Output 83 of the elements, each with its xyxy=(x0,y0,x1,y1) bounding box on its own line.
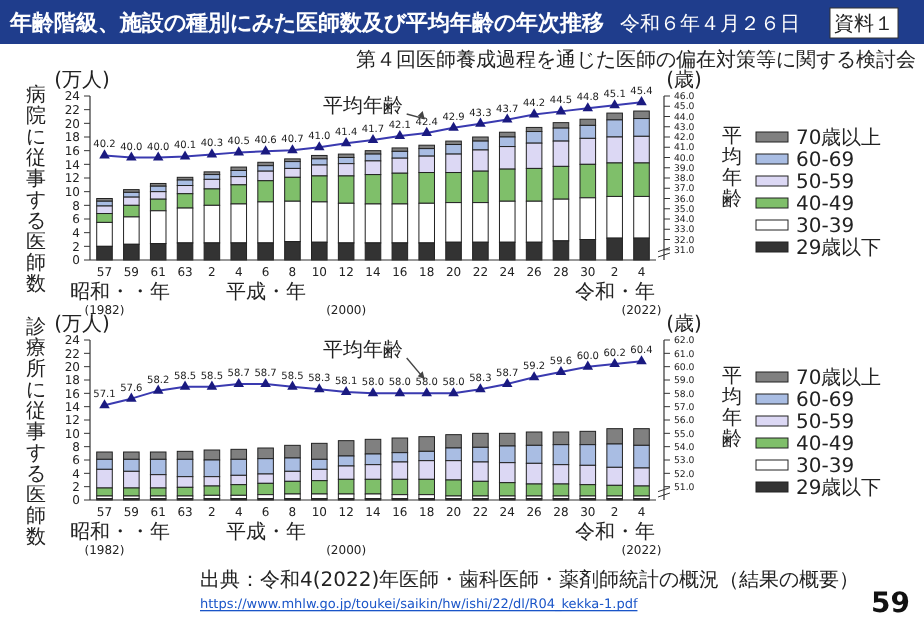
point xyxy=(152,384,164,394)
point xyxy=(314,141,325,151)
point xyxy=(206,380,218,390)
point xyxy=(179,380,191,390)
point xyxy=(636,355,647,365)
point xyxy=(206,148,218,158)
series-label: 平均年齢 xyxy=(322,338,403,362)
point xyxy=(555,365,567,376)
bar xyxy=(257,165,274,172)
point xyxy=(233,146,245,156)
point xyxy=(394,387,406,397)
text: (万人) xyxy=(54,70,110,92)
point xyxy=(448,121,459,131)
text: 令和・年 xyxy=(574,520,655,544)
legend-label: 50-59 xyxy=(796,172,855,194)
point xyxy=(340,137,352,147)
text: (万人) xyxy=(54,314,110,336)
point xyxy=(528,108,540,118)
point xyxy=(528,371,540,381)
point xyxy=(367,134,379,144)
point xyxy=(448,387,459,397)
point xyxy=(421,387,432,397)
point xyxy=(287,380,298,390)
bar xyxy=(176,179,194,187)
legend-label: 60-69 xyxy=(796,390,855,412)
legend-label: 29歳以下 xyxy=(796,476,882,500)
point xyxy=(126,392,137,402)
legend-label: 70歳以上 xyxy=(796,366,882,390)
point xyxy=(314,383,325,393)
legend-label: 70歳以上 xyxy=(796,126,882,150)
point xyxy=(99,399,110,409)
legend-label: 30-39 xyxy=(796,456,855,478)
text: 平成・年 xyxy=(225,280,306,304)
point xyxy=(340,385,352,396)
text: 59 xyxy=(871,588,910,620)
text: (歳) xyxy=(666,312,702,336)
bar xyxy=(96,205,113,215)
point xyxy=(609,357,620,368)
legend-label: 60-69 xyxy=(796,150,855,172)
legend-label: 30-39 xyxy=(796,216,855,238)
point xyxy=(126,151,137,161)
point xyxy=(475,383,486,393)
text: 病院に従事する医師数 xyxy=(26,85,46,296)
point xyxy=(421,126,432,136)
point xyxy=(260,145,271,155)
legend-label: 40-49 xyxy=(796,434,855,456)
point xyxy=(99,149,110,159)
text: 平成・年 xyxy=(225,520,306,544)
series-label: 平均年齢 xyxy=(322,94,403,118)
text: (歳) xyxy=(666,68,702,92)
legend-label: 40-49 xyxy=(796,194,855,216)
source-note: 出典：令和4(2022)年医師・歯科医師・薬剤師統計の概況（結果の概要） xyxy=(200,568,860,592)
point xyxy=(367,387,379,397)
y2-axis-title: 平均年齢 xyxy=(720,126,742,211)
text: 昭和・・年 xyxy=(70,280,171,304)
text: 診療所に従事する医師数 xyxy=(26,316,46,549)
text: 令和６年４月２６日 xyxy=(620,12,800,36)
bar xyxy=(337,440,355,457)
point xyxy=(501,377,513,388)
point xyxy=(179,150,191,160)
chart-title: 年齢階級、施設の種別にみた医師数及び平均年齢の年次推移 xyxy=(8,10,604,36)
bar xyxy=(418,436,435,452)
point xyxy=(260,377,271,388)
text: 資料１ xyxy=(834,12,894,36)
text: 第４回医師養成過程を通じた医師の偏在対策等に関する検討会 xyxy=(356,48,916,72)
bar xyxy=(284,161,301,169)
point xyxy=(475,117,486,127)
point xyxy=(152,151,164,161)
y2-axis-title: 平均年齢 xyxy=(720,366,742,451)
legend-label: 29歳以下 xyxy=(796,236,882,260)
point xyxy=(233,377,245,388)
legend-label: 50-59 xyxy=(796,412,855,434)
point xyxy=(394,129,406,140)
text: 令和・年 xyxy=(574,280,655,304)
point xyxy=(636,96,647,106)
point xyxy=(287,144,298,154)
point xyxy=(501,113,513,123)
text: 昭和・・年 xyxy=(70,520,171,544)
point xyxy=(555,105,567,115)
point xyxy=(582,102,594,112)
point xyxy=(609,99,620,109)
bar xyxy=(391,437,409,454)
point xyxy=(582,360,594,370)
